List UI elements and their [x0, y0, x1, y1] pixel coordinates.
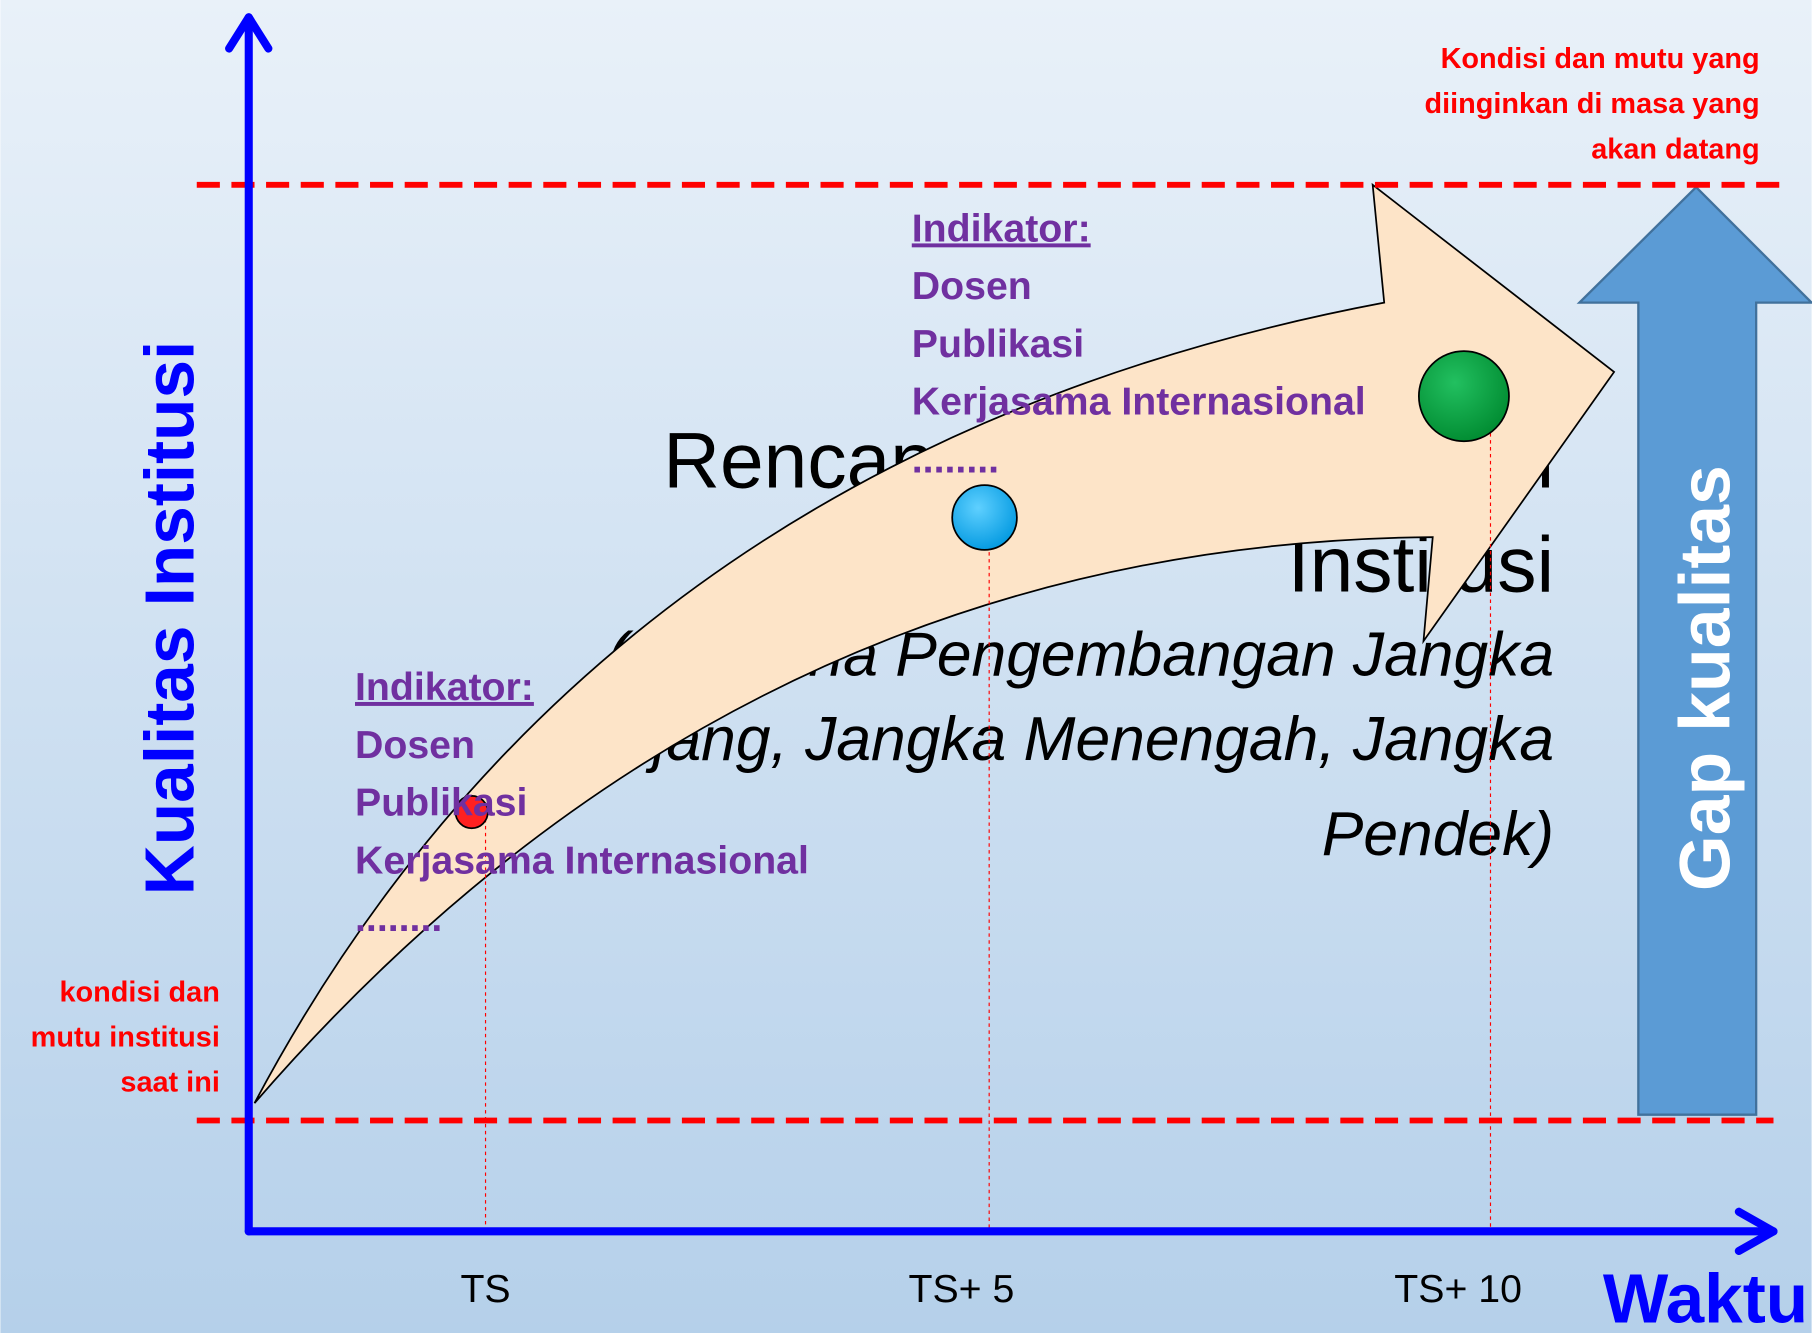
indicator-item: Publikasi: [912, 322, 1084, 366]
x-axis-label: Waktu: [1603, 1260, 1808, 1333]
milestone-labels: TS TS+ 5 TS+ 10: [460, 1267, 1522, 1311]
x-axis-head: [1734, 1207, 1778, 1256]
target-condition-line: Kondisi dan mutu yang: [1441, 43, 1760, 75]
milestone-label: TS+ 5: [909, 1267, 1015, 1311]
milestone-guides: [484, 398, 1492, 1232]
current-condition-line: kondisi dan: [60, 976, 220, 1008]
progress-arrow: [253, 182, 1616, 1104]
level-lines: [196, 181, 1786, 1124]
milestone-dot: [951, 484, 1018, 551]
milestone-dot: [454, 795, 489, 830]
milestone-label: TS+ 10: [1394, 1267, 1522, 1311]
current-condition-line: saat ini: [120, 1067, 219, 1099]
indicator-item: ........: [912, 437, 999, 481]
gap-arrow: [1576, 185, 1812, 1116]
current-condition-line: mutu institusi: [31, 1022, 220, 1054]
indicator-title: Indikator:: [355, 665, 534, 709]
current-condition: kondisi dan mutu institusi saat ini: [31, 976, 220, 1098]
indicator-item: Kerjasama Internasional: [912, 380, 1366, 424]
milestone-dot: [1418, 350, 1510, 443]
target-condition: Kondisi dan mutu yang diinginkan di masa…: [1424, 43, 1759, 165]
indicator-item: Publikasi: [355, 781, 527, 825]
indicator-item: Dosen: [355, 723, 475, 767]
indicator-block: Indikator: Dosen Publikasi Kerjasama Int…: [355, 665, 809, 940]
indicator-item: ........: [355, 896, 442, 940]
y-axis-label: Kualitas Institusi: [130, 341, 208, 895]
plan-subtitle: Pendek): [1322, 800, 1554, 869]
milestone-label: TS: [460, 1267, 510, 1311]
indicator-title: Indikator:: [912, 206, 1091, 250]
axes: [225, 13, 1778, 1256]
indicator-item: Kerjasama Internasional: [355, 838, 809, 882]
gap-label: Gap kualitas: [1666, 465, 1746, 891]
indicator-block: Indikator: Dosen Publikasi Kerjasama Int…: [912, 206, 1366, 481]
target-condition-line: akan datang: [1591, 133, 1759, 165]
y-axis-head: [225, 13, 273, 53]
target-condition-line: diinginkan di masa yang: [1424, 88, 1759, 120]
indicator-item: Dosen: [912, 264, 1032, 308]
